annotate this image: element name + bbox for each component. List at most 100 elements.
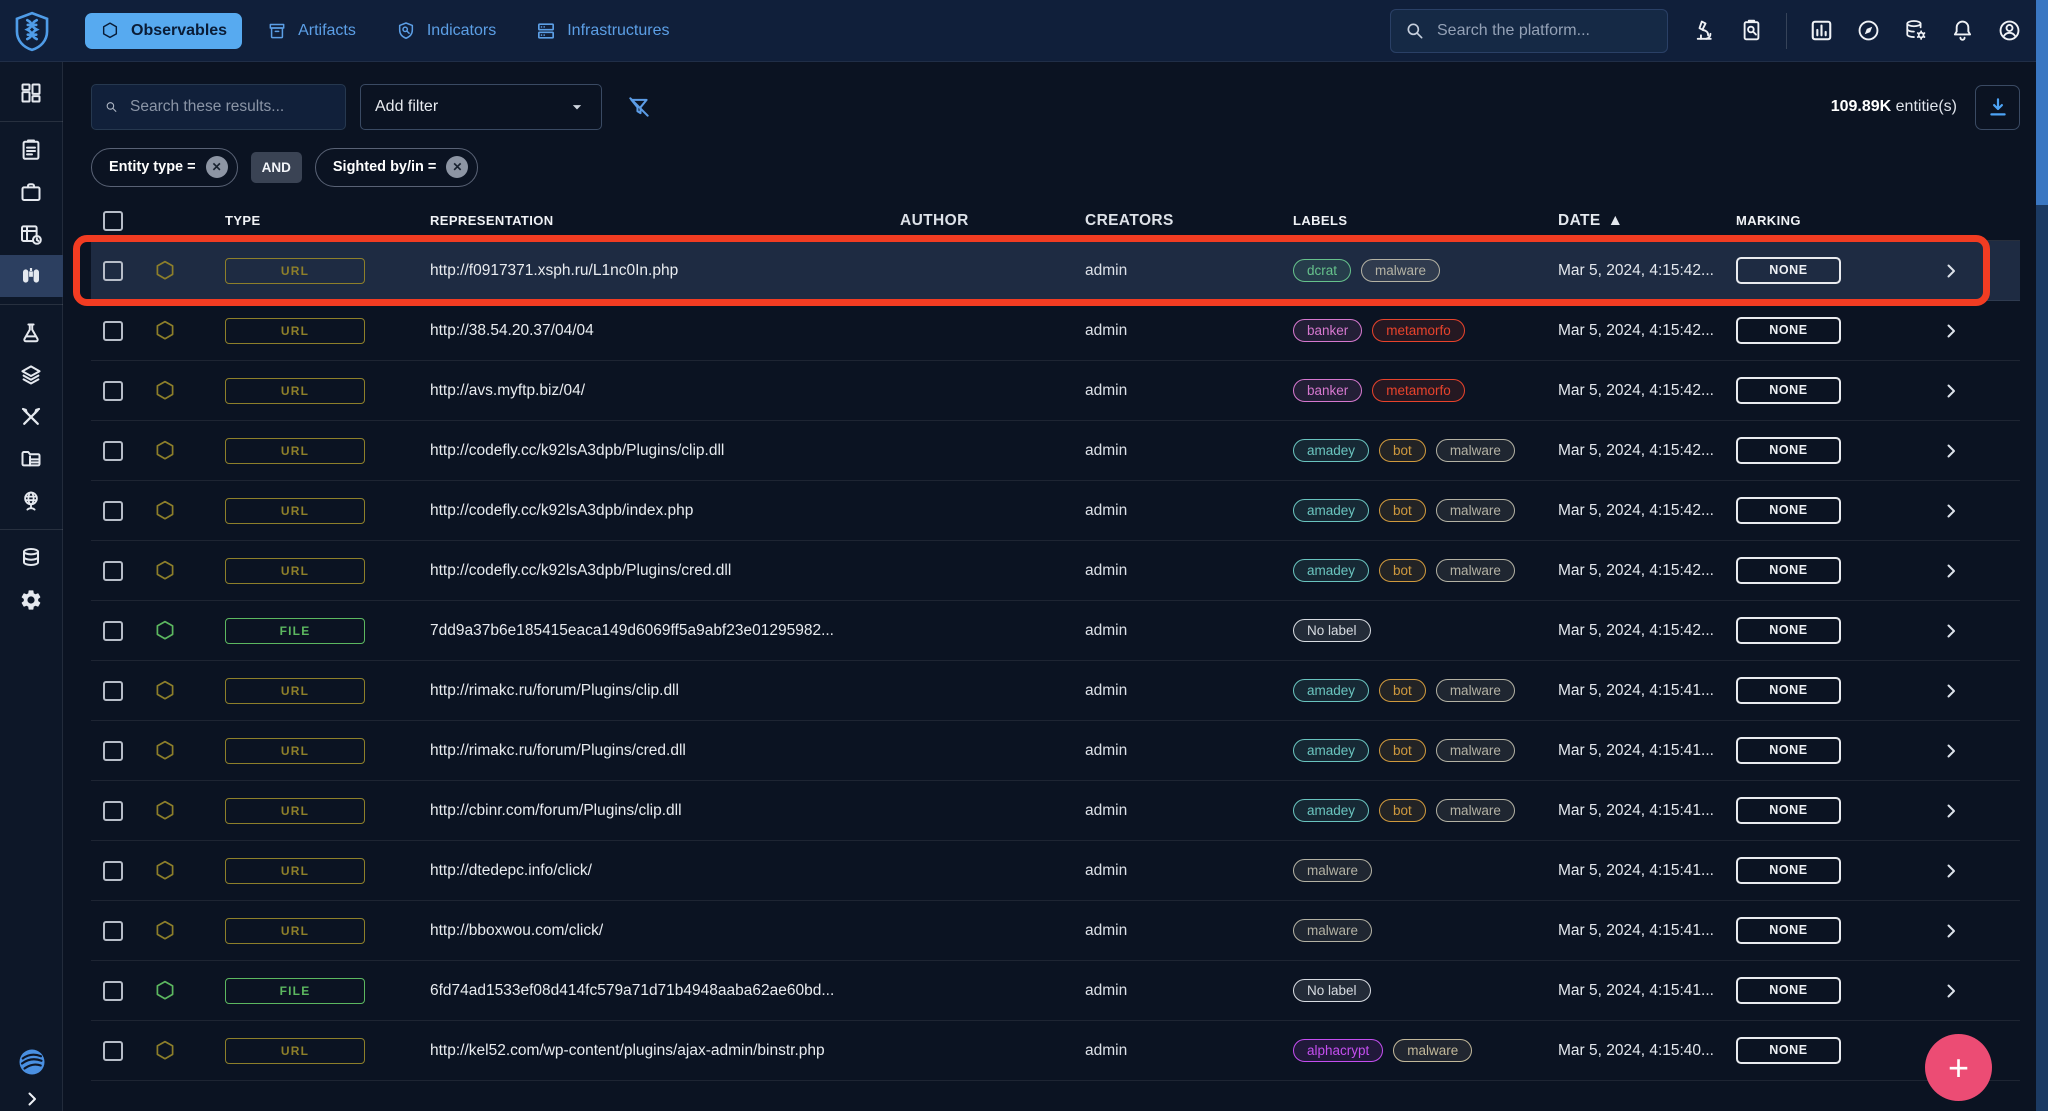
chevron-right-icon[interactable] [1941, 561, 1961, 581]
table-row[interactable]: URL http://rimakc.ru/forum/Plugins/cred.… [91, 721, 2020, 781]
filigran-logo[interactable] [17, 1047, 47, 1077]
tab-observables[interactable]: Observables [85, 12, 243, 49]
table-row[interactable]: URL http://codefly.cc/k92lsA3dpb/Plugins… [91, 541, 2020, 601]
row-checkbox[interactable] [103, 680, 123, 701]
chevron-right-icon[interactable] [1941, 921, 1961, 941]
header-labels[interactable]: LABELS [1293, 213, 1348, 228]
clipboard-search-icon[interactable] [1739, 18, 1764, 43]
label-pill: bot [1379, 679, 1426, 702]
database-gear-icon[interactable] [1903, 18, 1928, 43]
row-checkbox[interactable] [103, 260, 123, 281]
table-row[interactable]: URL http://codefly.cc/k92lsA3dpb/index.p… [91, 481, 2020, 541]
row-checkbox[interactable] [103, 860, 123, 881]
scrollbar-thumb[interactable] [2036, 0, 2048, 205]
table-row[interactable]: URL http://dtedepc.info/click/ admin mal… [91, 841, 2020, 901]
chevron-right-icon[interactable] [1941, 801, 1961, 821]
results-search[interactable] [91, 84, 346, 130]
filter-chip-label: Sighted by/in = [332, 159, 437, 175]
sidebar-collapse-icon[interactable] [22, 1089, 42, 1109]
chevron-right-icon[interactable] [1941, 741, 1961, 761]
table-row[interactable]: URL http://codefly.cc/k92lsA3dpb/Plugins… [91, 421, 2020, 481]
bar-chart-icon[interactable] [1809, 18, 1834, 43]
filter-chip-sighted-by[interactable]: Sighted by/in = ✕ [314, 147, 479, 187]
header-marking[interactable]: MARKING [1736, 213, 1801, 228]
tab-indicators[interactable]: Indicators [381, 13, 511, 49]
chevron-right-icon[interactable] [1941, 681, 1961, 701]
chevron-right-icon[interactable] [1941, 981, 1961, 1001]
platform-search-input[interactable] [1435, 20, 1653, 41]
row-checkbox[interactable] [103, 320, 123, 341]
sidebar-item-threats[interactable] [0, 312, 63, 354]
sidebar-item-observations[interactable] [0, 255, 63, 297]
table-row[interactable]: FILE 6fd74ad1533ef08d414fc579a71d71b4948… [91, 961, 2020, 1021]
label-pill: No label [1293, 619, 1371, 642]
add-entity-fab[interactable]: + [1925, 1034, 1992, 1101]
tab-infrastructures[interactable]: Infrastructures [521, 13, 684, 49]
remove-filter-icon[interactable]: ✕ [446, 156, 469, 178]
row-checkbox[interactable] [103, 560, 123, 581]
header-creators[interactable]: CREATORS [1085, 211, 1174, 229]
table-row[interactable]: URL http://38.54.20.37/04/04 admin banke… [91, 301, 2020, 361]
chevron-right-icon[interactable] [1941, 441, 1961, 461]
microscope-icon[interactable] [1692, 18, 1717, 43]
representation-text: http://codefly.cc/k92lsA3dpb/index.php [430, 501, 694, 519]
sidebar-item-settings[interactable] [0, 579, 63, 621]
row-checkbox[interactable] [103, 380, 123, 401]
labels-cell: amadey bot malware [1286, 799, 1551, 822]
export-download-button[interactable] [1975, 84, 2020, 130]
table-row[interactable]: URL http://cbinr.com/forum/Plugins/clip.… [91, 781, 2020, 841]
row-checkbox[interactable] [103, 1040, 123, 1061]
sidebar-item-locations[interactable] [0, 480, 63, 522]
account-icon[interactable] [1997, 18, 2022, 43]
clear-filters-icon[interactable] [626, 94, 652, 120]
table-row[interactable]: URL http://f0917371.xsph.ru/L1nc0In.php … [73, 235, 2020, 306]
row-checkbox[interactable] [103, 980, 123, 1001]
row-checkbox[interactable] [103, 440, 123, 461]
sidebar-item-techniques[interactable] [0, 396, 63, 438]
table-row[interactable]: FILE 7dd9a37b6e185415eaca149d6069ff5a9ab… [91, 601, 2020, 661]
type-chip: URL [225, 377, 365, 404]
row-checkbox[interactable] [103, 800, 123, 821]
remove-filter-icon[interactable]: ✕ [205, 156, 228, 178]
sidebar-item-events[interactable] [0, 213, 63, 255]
sidebar-item-entities[interactable] [0, 438, 63, 480]
opencti-logo[interactable] [11, 10, 53, 52]
type-chip: URL [225, 917, 365, 944]
sidebar-item-home[interactable] [0, 72, 63, 114]
chevron-right-icon[interactable] [1941, 501, 1961, 521]
chevron-right-icon[interactable] [1941, 621, 1961, 641]
table-row[interactable]: URL http://rimakc.ru/forum/Plugins/clip.… [91, 661, 2020, 721]
row-checkbox[interactable] [103, 500, 123, 521]
row-checkbox[interactable] [103, 920, 123, 941]
header-type[interactable]: TYPE [225, 213, 261, 228]
label-pill: malware [1435, 439, 1515, 462]
sidebar-item-cases[interactable] [0, 171, 63, 213]
chevron-right-icon[interactable] [1941, 261, 1961, 281]
filter-chip-entity-type[interactable]: Entity type = ✕ [91, 147, 238, 187]
chevron-right-icon[interactable] [1941, 381, 1961, 401]
label-pill: metamorfo [1372, 379, 1465, 402]
table-row[interactable]: URL http://avs.myftp.biz/04/ admin banke… [91, 361, 2020, 421]
binoculars-icon [19, 264, 43, 288]
header-author[interactable]: AUTHOR [900, 211, 969, 229]
tab-artifacts[interactable]: Artifacts [252, 13, 371, 49]
compass-icon[interactable] [1856, 18, 1881, 43]
chevron-right-icon[interactable] [1941, 321, 1961, 341]
table-row[interactable]: URL http://bboxwou.com/click/ admin malw… [91, 901, 2020, 961]
results-search-input[interactable] [128, 97, 332, 117]
sidebar-item-analyses[interactable] [0, 129, 63, 171]
sidebar-item-arsenal[interactable] [0, 354, 63, 396]
chevron-right-icon[interactable] [1941, 861, 1961, 881]
scrollbar-track[interactable] [2036, 0, 2048, 1111]
row-checkbox[interactable] [103, 620, 123, 641]
header-date[interactable]: DATE ▲ [1558, 211, 1624, 229]
labels-cell: malware [1286, 919, 1551, 942]
select-all-checkbox[interactable] [103, 210, 123, 231]
platform-search[interactable] [1390, 8, 1668, 53]
table-row[interactable]: URL http://kel52.com/wp-content/plugins/… [91, 1021, 2020, 1081]
header-representation[interactable]: REPRESENTATION [430, 213, 554, 228]
add-filter-dropdown[interactable]: Add filter [360, 84, 602, 130]
row-checkbox[interactable] [103, 740, 123, 761]
bell-icon[interactable] [1950, 18, 1975, 43]
sidebar-item-data[interactable] [0, 537, 63, 579]
